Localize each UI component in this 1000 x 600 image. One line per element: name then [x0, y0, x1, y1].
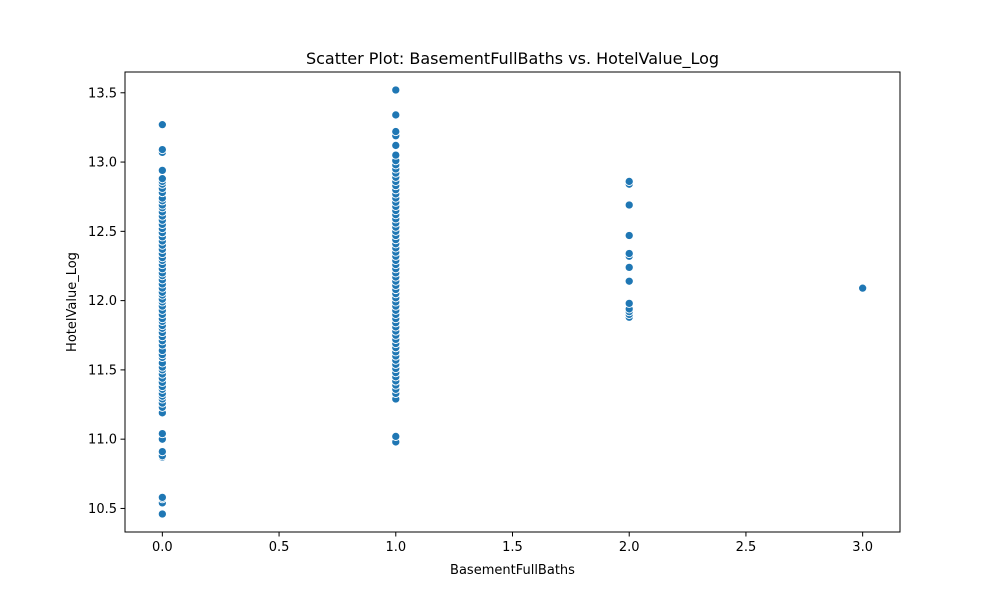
data-point: [624, 200, 634, 210]
data-point: [624, 298, 634, 308]
data-point: [157, 165, 167, 175]
data-point: [391, 140, 401, 150]
data-point: [157, 447, 167, 457]
data-point: [391, 150, 401, 160]
data-point: [157, 145, 167, 155]
data-point: [391, 431, 401, 441]
y-tick-label: 10.5: [88, 502, 117, 517]
x-tick-label: 0.0: [152, 540, 173, 555]
data-point: [624, 276, 634, 286]
data-point: [157, 492, 167, 502]
data-point: [157, 509, 167, 519]
data-point: [624, 230, 634, 241]
y-tick-label: 11.0: [88, 433, 117, 448]
data-points: [157, 85, 868, 519]
data-point: [391, 110, 401, 120]
x-tick-label: 2.5: [736, 540, 757, 555]
y-tick-label: 13.5: [88, 86, 117, 101]
data-point: [157, 120, 167, 130]
x-axis-label: BasementFullBaths: [450, 563, 575, 578]
data-point: [157, 174, 167, 184]
x-tick-label: 1.0: [385, 540, 406, 555]
x-tick-label: 0.5: [269, 540, 290, 555]
y-tick-label: 13.0: [88, 156, 117, 171]
data-point: [157, 429, 167, 439]
data-point: [391, 127, 401, 137]
data-point: [624, 262, 634, 272]
data-point: [391, 85, 401, 95]
x-tick-label: 1.5: [502, 540, 523, 555]
x-tick-label: 2.0: [619, 540, 640, 555]
y-tick-label: 11.5: [88, 363, 117, 378]
plot-frame: [124, 71, 901, 533]
data-point: [624, 176, 634, 187]
chart-title: Scatter Plot: BasementFullBaths vs. Hote…: [306, 49, 719, 69]
data-point: [624, 248, 634, 259]
y-axis: 10.5 11.0 11.5 12.0 12.5 13.0 13.5: [88, 86, 125, 517]
y-tick-label: 12.0: [88, 294, 117, 309]
y-axis-label: HotelValue_Log: [65, 252, 80, 352]
x-tick-label: 3.0: [852, 540, 873, 555]
y-tick-label: 12.5: [88, 225, 117, 240]
x-axis: 0.0 0.5 1.0 1.5 2.0 2.5 3.0: [152, 532, 873, 555]
data-point: [858, 283, 868, 293]
